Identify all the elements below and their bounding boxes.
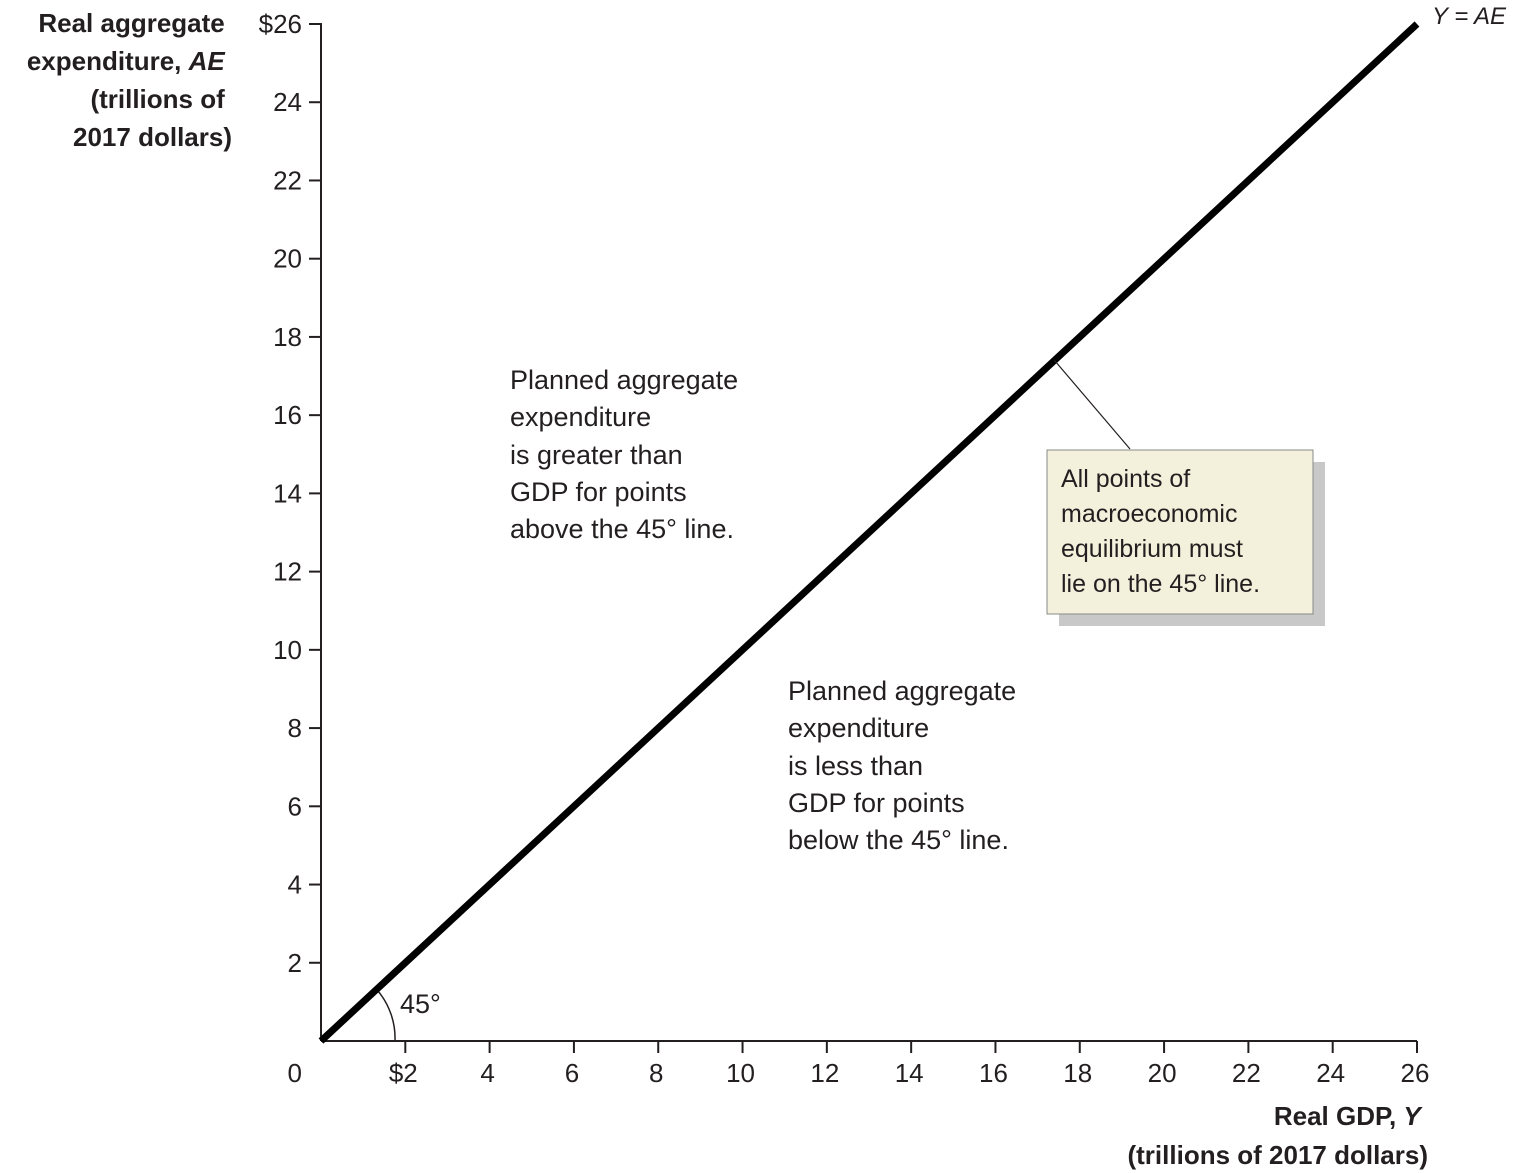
x-tick-label: 18 — [1063, 1058, 1092, 1088]
callout-text-line: lie on the 45° line. — [1061, 570, 1260, 598]
annotation-below-line: Planned aggregate — [788, 676, 1016, 706]
x-tick-label: 12 — [810, 1058, 839, 1088]
y-axis-title-line-1: Real aggregate — [38, 8, 224, 38]
x-tick-label: 26 — [1401, 1058, 1430, 1088]
y-tick-label: 18 — [273, 322, 302, 352]
annotation-below-line: GDP for points — [788, 788, 965, 818]
x-tick-label: 10 — [726, 1058, 755, 1088]
x-tick-label: 22 — [1232, 1058, 1261, 1088]
y-tick-label: 8 — [288, 713, 302, 743]
series-label: Y = AE — [1432, 3, 1507, 30]
x-tick-label: $2 — [389, 1058, 418, 1088]
x-tick-label: 20 — [1148, 1058, 1177, 1088]
y-axis-title-line-4: 2017 dollars) — [73, 122, 232, 152]
x-tick-label: 14 — [895, 1058, 924, 1088]
annotation-below: Planned aggregate expenditure is less th… — [788, 676, 1024, 855]
annotation-above-line: expenditure — [510, 402, 651, 432]
y-tick-label: 22 — [273, 165, 302, 195]
y-axis-title: Real aggregate expenditure, AE (trillion… — [27, 8, 232, 152]
x-tick-label: 24 — [1316, 1058, 1345, 1088]
y-tick-label: 14 — [273, 478, 302, 508]
y-tick-label: 20 — [273, 244, 302, 274]
x-axis-title-line-1: Real GDP, Y — [1274, 1101, 1424, 1131]
annotation-below-line: expenditure — [788, 713, 929, 743]
y-tick-label: 4 — [288, 870, 302, 900]
annotation-below-line: below the 45° line. — [788, 825, 1009, 855]
annotation-above-line: above the 45° line. — [510, 514, 734, 544]
annotation-above: Planned aggregate expenditure is greater… — [510, 365, 746, 544]
angle-label: 45° — [400, 989, 441, 1019]
x-tick-label: 6 — [565, 1058, 579, 1088]
y-tick-label: $26 — [259, 9, 302, 39]
x-tick-label: 4 — [480, 1058, 494, 1088]
annotation-below-line: is less than — [788, 751, 923, 781]
y-tick-label: 16 — [273, 400, 302, 430]
callout-text-line: equilibrium must — [1061, 535, 1243, 563]
series-label-text: Y = AE — [1432, 3, 1507, 30]
callout-text-line: All points of — [1061, 465, 1190, 493]
callout-leader-line — [1054, 360, 1131, 450]
y-axis-title-line-3: (trillions of — [90, 84, 225, 114]
annotation-above-line: Planned aggregate — [510, 365, 738, 395]
x-axis-title-line-2: (trillions of 2017 dollars) — [1127, 1140, 1428, 1170]
y-axis-title-line-2: expenditure, AE — [27, 46, 226, 76]
x-tick-label: 8 — [649, 1058, 663, 1088]
angle-arc — [377, 990, 396, 1042]
y-tick-label: 6 — [288, 791, 302, 821]
x-tick-label: 16 — [979, 1058, 1008, 1088]
origin-label: 0 — [288, 1058, 302, 1088]
series-line-y-equals-ae — [318, 21, 1420, 1044]
callout-box — [1046, 449, 1314, 615]
y-tick-label: 12 — [273, 557, 302, 587]
callout-text-line: macroeconomic — [1061, 500, 1237, 528]
x-axis-title: Real GDP, Y (trillions of 2017 dollars) — [1127, 1101, 1428, 1170]
y-tick-label: 24 — [273, 87, 302, 117]
callout-text: All points of macroeconomic equilibrium … — [1061, 465, 1260, 598]
y-tick-label: 2 — [288, 948, 302, 978]
annotation-above-line: is greater than — [510, 440, 683, 470]
axis-ticks: $2 4 6 8 10 12 14 16 18 20 22 24 2624681012141618202… — [259, 9, 1430, 1088]
annotation-above-line: GDP for points — [510, 477, 687, 507]
y-tick-label: 10 — [273, 635, 302, 665]
